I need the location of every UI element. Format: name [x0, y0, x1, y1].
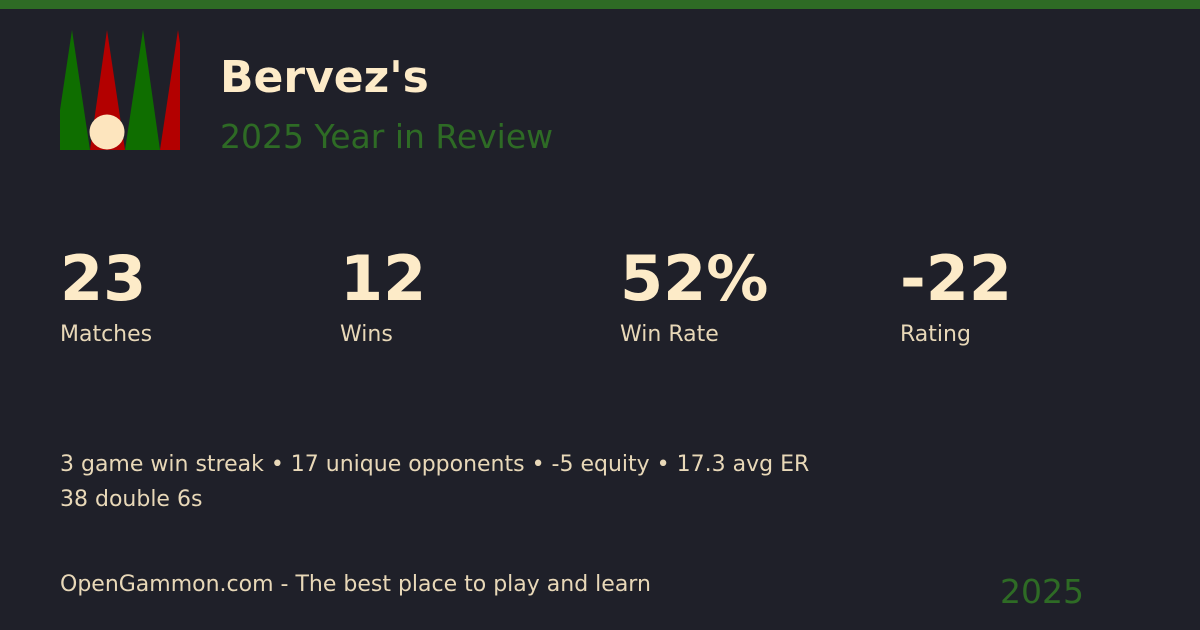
stat-wins: 12 Wins — [340, 242, 426, 347]
logo-green-point — [125, 30, 160, 150]
stat-value: 12 — [340, 242, 427, 315]
footer-tagline: OpenGammon.com - The best place to play … — [60, 572, 651, 597]
backgammon-logo-icon — [60, 30, 180, 150]
page-title: Bervez's — [220, 52, 429, 103]
stat-label: Rating — [900, 322, 971, 347]
stat-label: Win Rate — [620, 322, 719, 347]
stat-value: -22 — [900, 242, 1013, 315]
footer-year: 2025 — [1000, 572, 1084, 611]
stat-rating: -22 Rating — [900, 242, 1012, 347]
page-subtitle: 2025 Year in Review — [220, 117, 554, 156]
stat-label: Wins — [340, 322, 393, 347]
stat-value: 23 — [60, 242, 147, 315]
top-accent-bar — [0, 0, 1200, 9]
logo-checker — [89, 114, 125, 150]
stat-win-rate: 52% Win Rate — [620, 242, 768, 347]
stat-matches: 23 Matches — [60, 242, 152, 347]
stat-value: 52% — [620, 242, 769, 315]
stat-label: Matches — [60, 322, 153, 347]
highlights-line-2: 38 double 6s — [60, 487, 203, 512]
logo-red-point — [160, 30, 180, 150]
logo-green-point — [60, 30, 90, 150]
highlights-line-1: 3 game win streak • 17 unique opponents … — [60, 452, 810, 477]
